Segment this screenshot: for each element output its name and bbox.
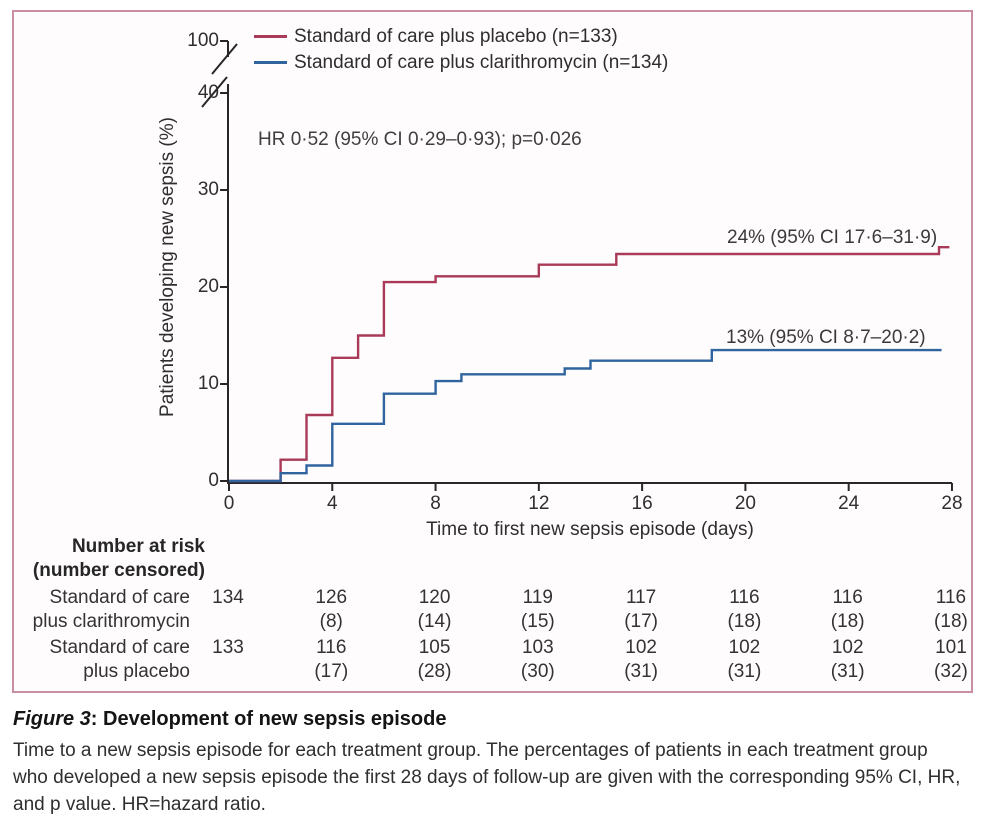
x-tick-label: 8 (430, 493, 441, 514)
risk-at-risk-value: 119 (522, 587, 553, 608)
risk-censored-value: (18) (727, 611, 762, 632)
risk-row-label: plus placebo (83, 661, 190, 682)
risk-at-risk-value: 102 (831, 637, 864, 658)
risk-censored-value: (14) (417, 611, 452, 632)
risk-censored-value: (8) (319, 611, 343, 632)
x-tick-label: 24 (838, 493, 860, 514)
risk-censored-value: (15) (520, 611, 555, 632)
y-tick-label: 0 (208, 470, 219, 491)
figure-number: Figure 3 (13, 708, 91, 730)
risk-censored-value: (18) (830, 611, 865, 632)
figure-caption-title: Figure 3: Development of new sepsis epis… (13, 708, 446, 731)
risk-censored-value: (32) (934, 661, 968, 682)
risk-at-risk-value: 116 (729, 587, 760, 608)
risk-table-header-line2: (number censored) (32, 560, 205, 581)
y-tick-label: 40 (197, 82, 219, 103)
clarithromycin-final-estimate-label: 13% (95% CI 8·7–20·2) (726, 327, 926, 348)
risk-at-risk-value: 103 (521, 637, 554, 658)
legend-swatch-clarithromycin (254, 61, 287, 64)
risk-censored-value: (17) (314, 661, 349, 682)
x-tick-label: 28 (941, 493, 963, 514)
risk-censored-value: (31) (727, 661, 762, 682)
risk-row-label: Standard of care (49, 587, 190, 608)
risk-row-label: Standard of care (49, 637, 190, 658)
hazard-ratio-annotation: HR 0·52 (95% CI 0·29–0·93); p=0·026 (258, 129, 582, 150)
risk-at-risk-value: 102 (728, 637, 761, 658)
x-tick-label: 4 (326, 493, 338, 514)
risk-censored-value: (28) (417, 661, 452, 682)
risk-at-risk-value: 117 (625, 587, 657, 608)
y-tick-label: 100 (187, 30, 219, 51)
x-tick-label: 12 (528, 493, 550, 514)
x-axis-title: Time to first new sepsis episode (days) (426, 519, 754, 540)
risk-at-risk-value: 126 (315, 587, 348, 608)
y-tick-label: 10 (197, 373, 219, 394)
risk-table-header-line1: Number at risk (71, 536, 205, 557)
legend-label-clarithromycin: Standard of care plus clarithromycin (n=… (294, 52, 669, 73)
risk-at-risk-value: 102 (625, 637, 657, 658)
risk-censored-value: (31) (624, 661, 658, 682)
risk-at-risk-value: 133 (212, 637, 244, 658)
risk-at-risk-value: 105 (418, 637, 451, 658)
risk-at-risk-value: 120 (418, 587, 451, 608)
figure-title-separator: : (90, 708, 104, 730)
x-tick-label: 16 (631, 493, 653, 514)
x-tick-label: 0 (223, 493, 235, 514)
risk-at-risk-value: 116 (832, 587, 863, 608)
risk-censored-value: (18) (934, 611, 968, 632)
risk-censored-value: (17) (624, 611, 658, 632)
figure-title-text: Development of new sepsis episode (103, 708, 447, 730)
x-tick-label: 20 (734, 493, 756, 514)
figure-caption-body: Time to a new sepsis episode for each tr… (13, 740, 961, 815)
risk-censored-value: (31) (830, 661, 865, 682)
placebo-final-estimate-label: 24% (95% CI 17·6–31·9) (727, 227, 938, 248)
legend-swatch-placebo (254, 35, 287, 38)
legend-label-placebo: Standard of care plus placebo (n=133) (294, 26, 618, 47)
y-tick-label: 30 (197, 179, 219, 200)
risk-censored-value: (30) (520, 661, 555, 682)
risk-row-label: plus clarithromycin (32, 611, 190, 632)
risk-at-risk-value: 101 (935, 637, 967, 658)
y-tick-label: 20 (197, 276, 219, 297)
risk-at-risk-value: 134 (212, 587, 244, 608)
risk-at-risk-value: 116 (935, 587, 967, 608)
risk-at-risk-value: 116 (316, 637, 347, 658)
